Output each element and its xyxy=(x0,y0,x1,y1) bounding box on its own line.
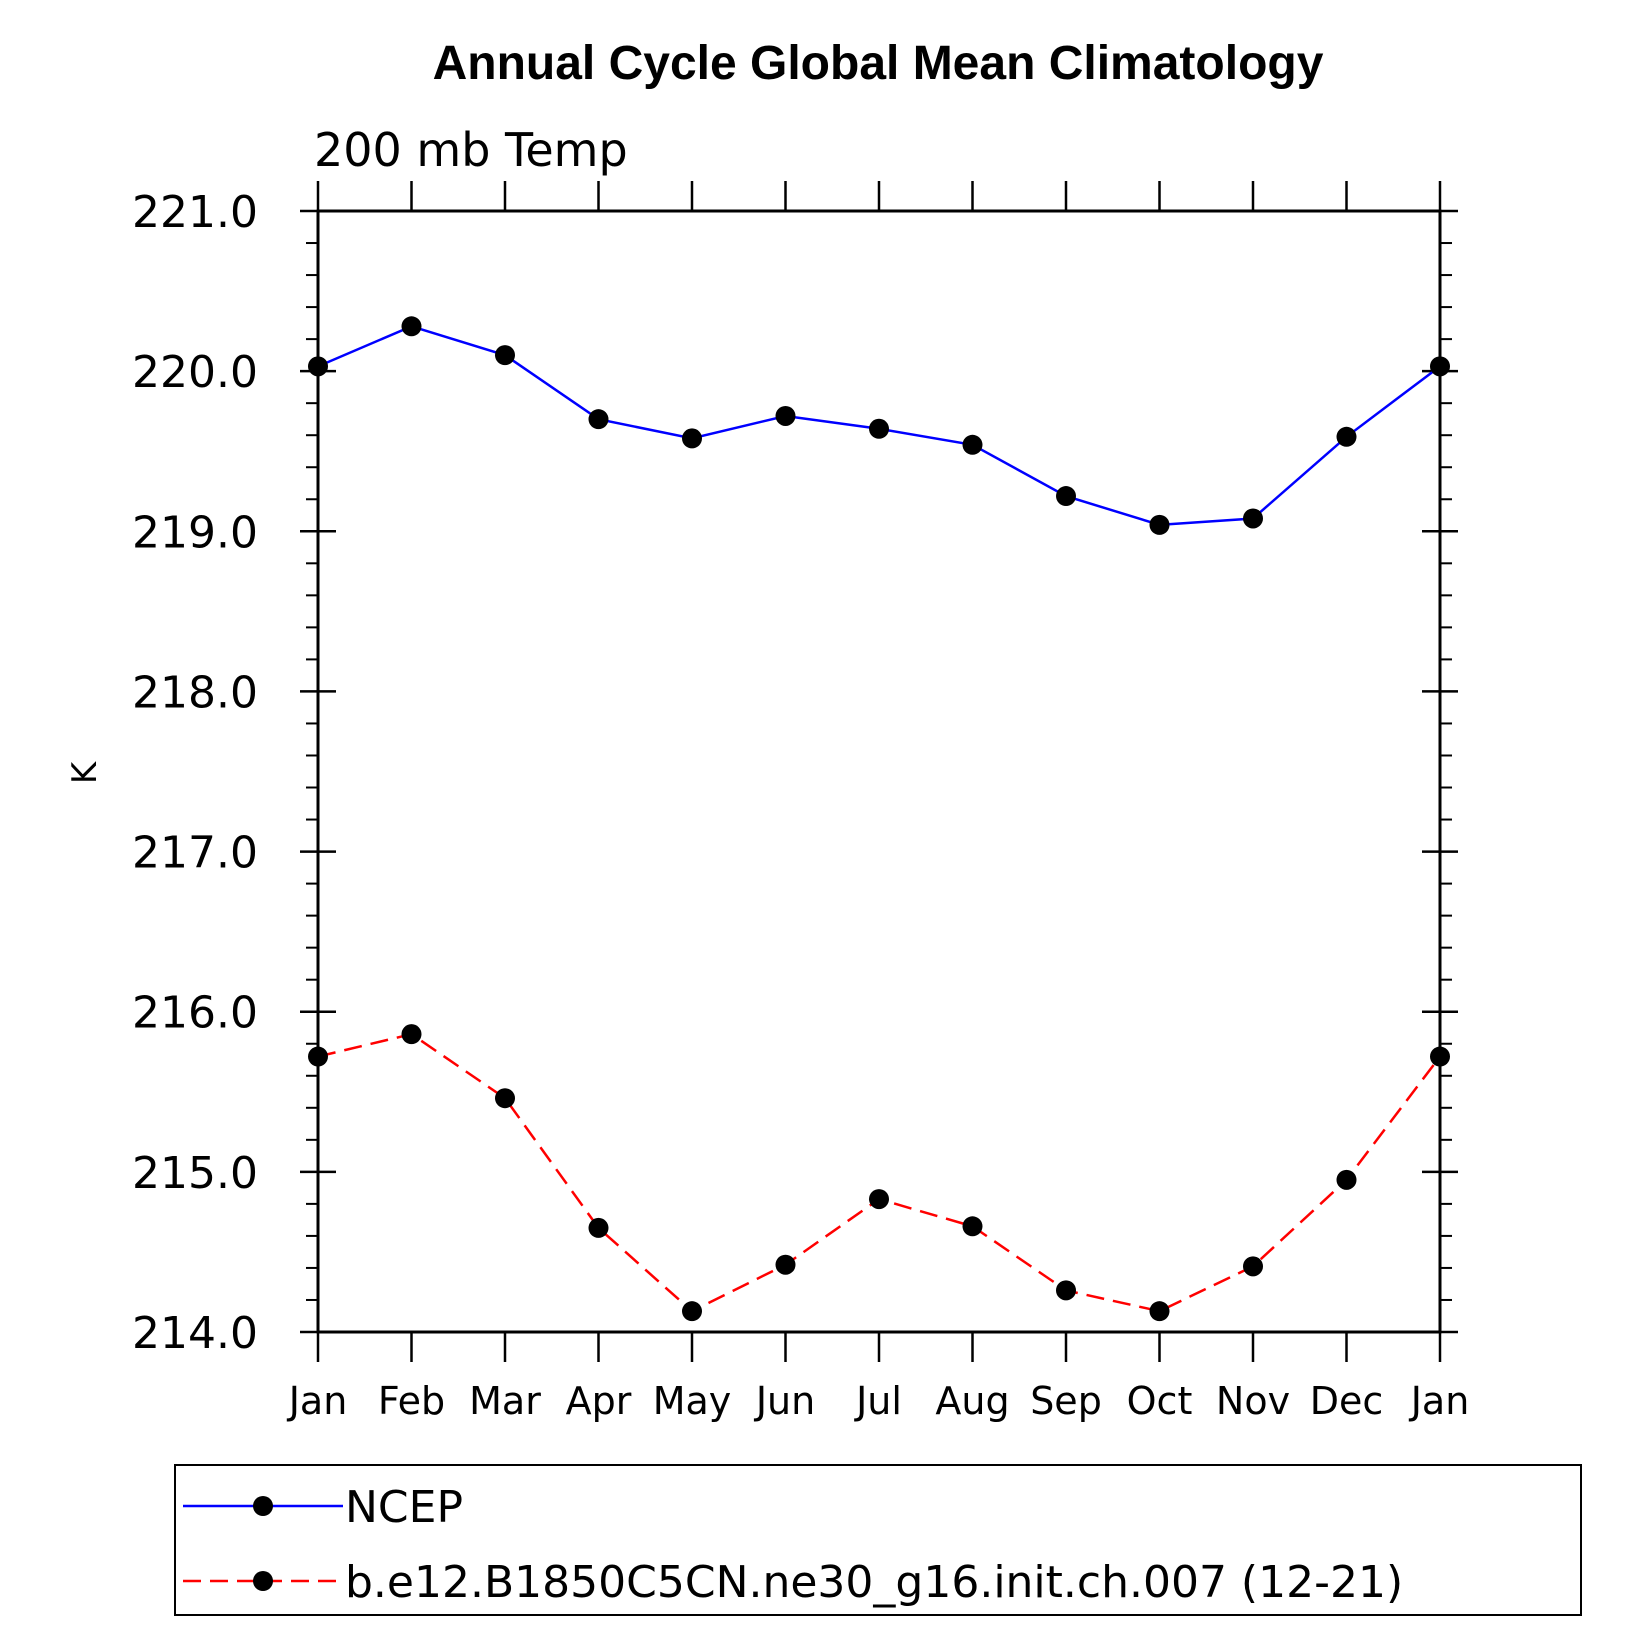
data-point-1 xyxy=(682,1301,702,1322)
data-point-1 xyxy=(1056,1280,1076,1301)
legend-marker-0 xyxy=(253,1496,273,1516)
y-tick-label: 221.0 xyxy=(132,187,258,238)
x-tick-label: Oct xyxy=(1127,1379,1193,1423)
x-tick-label: Nov xyxy=(1216,1379,1290,1423)
data-point-1 xyxy=(1149,1301,1170,1322)
y-tick-label: 215.0 xyxy=(132,1148,258,1199)
x-tick-label: Jan xyxy=(287,1379,348,1423)
data-point-0 xyxy=(588,409,609,430)
data-point-0 xyxy=(308,356,328,377)
data-point-0 xyxy=(962,434,983,455)
data-point-1 xyxy=(495,1088,515,1109)
data-point-0 xyxy=(1336,426,1357,447)
x-tick-label: Jul xyxy=(854,1379,902,1423)
data-point-0 xyxy=(1149,514,1170,535)
legend-box xyxy=(174,1464,1582,1616)
data-point-1 xyxy=(308,1046,328,1067)
data-point-0 xyxy=(682,428,702,449)
y-tick-label: 217.0 xyxy=(132,828,258,879)
data-point-1 xyxy=(588,1217,609,1238)
x-tick-label: Aug xyxy=(935,1379,1009,1423)
legend-label-1: b.e12.B1850C5CN.ne30_g16.init.ch.007 (12… xyxy=(345,1557,1403,1608)
legend-marker-1 xyxy=(253,1571,273,1591)
chart-title: Annual Cycle Global Mean Climatology xyxy=(433,37,1324,90)
x-tick-label: Apr xyxy=(566,1379,632,1423)
data-point-0 xyxy=(869,418,889,439)
data-point-0 xyxy=(401,316,422,337)
data-point-1 xyxy=(1336,1169,1357,1190)
y-tick-label: 216.0 xyxy=(132,988,258,1039)
plot-frame xyxy=(316,209,1442,1334)
x-tick-label: Jun xyxy=(754,1379,815,1423)
plot-area: 214.0 215.0 216.0 217.0 218.0 219.0 220.0 221.0… xyxy=(132,181,1469,1423)
data-point-0 xyxy=(1430,356,1450,377)
data-point-1 xyxy=(401,1024,422,1045)
data-point-1 xyxy=(1243,1256,1263,1277)
chart-subtitle: 200 mb Temp xyxy=(314,123,628,177)
legend: NCEP b.e12.B1850C5CN.ne30_g16.init.ch.007… xyxy=(174,1464,1582,1616)
x-tick-label: May xyxy=(653,1379,732,1423)
data-point-1 xyxy=(1430,1046,1450,1067)
x-tick-label: Sep xyxy=(1030,1379,1102,1423)
y-tick-label: 218.0 xyxy=(132,667,258,718)
legend-label-0: NCEP xyxy=(345,1482,463,1533)
y-axis-label: K xyxy=(65,760,105,784)
y-tick-label: 220.0 xyxy=(132,347,258,398)
data-point-0 xyxy=(1056,486,1076,507)
data-point-1 xyxy=(962,1216,983,1237)
data-point-0 xyxy=(1243,508,1263,529)
x-tick-label: Feb xyxy=(378,1379,445,1423)
series-line-1 xyxy=(317,1032,1441,1313)
data-point-0 xyxy=(775,405,796,426)
x-tick-label: Jan xyxy=(1409,1379,1470,1423)
data-point-1 xyxy=(775,1254,796,1275)
x-tick-label: Dec xyxy=(1310,1379,1384,1423)
y-tick-label: 214.0 xyxy=(132,1308,258,1359)
y-tick-label: 219.0 xyxy=(132,507,258,558)
data-point-1 xyxy=(869,1189,889,1210)
x-tick-label: Mar xyxy=(469,1379,541,1423)
data-point-0 xyxy=(495,345,515,366)
